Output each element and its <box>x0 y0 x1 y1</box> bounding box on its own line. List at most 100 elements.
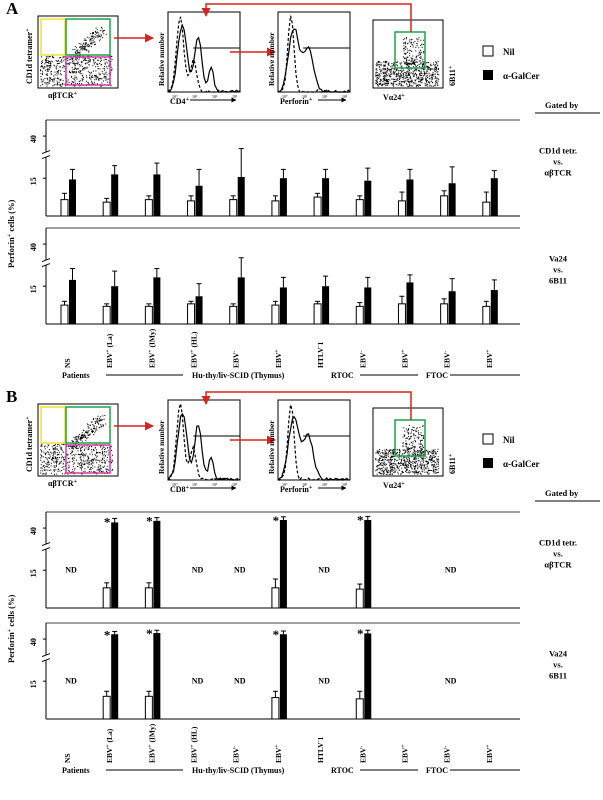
dot-plot-points <box>375 37 440 87</box>
histogram-alpha-galcer-trace <box>167 412 241 481</box>
category-label: EBV+ (IMy) <box>147 723 156 763</box>
bar-galcer <box>490 178 498 216</box>
bar-galcer <box>490 289 498 324</box>
category-label: HTLV-1 <box>316 342 325 368</box>
gated-by-label: Gated by <box>545 100 579 110</box>
nd-label: ND <box>445 677 457 686</box>
bar-nil <box>60 199 69 217</box>
legend-galcer-label: α-GalCer <box>503 459 540 469</box>
bar-galcer <box>322 178 330 216</box>
histogram-alpha-galcer-trace <box>277 415 351 481</box>
gate-pink <box>65 444 111 474</box>
category-label: EBV- <box>443 746 452 763</box>
bar-galcer <box>364 520 372 608</box>
gate-label-1: CD1d tetr. <box>539 146 577 156</box>
gate-green <box>65 18 111 56</box>
significance-star: * <box>104 514 111 529</box>
bar-galcer <box>153 520 161 608</box>
histogram-tick-label: 10² <box>322 94 328 99</box>
y-tick-label: 15 <box>29 680 38 688</box>
bar-nil <box>187 303 196 325</box>
bar-nil <box>102 201 111 217</box>
dot-plot-frame <box>372 407 444 477</box>
gate-label-1: αβTCR <box>544 168 572 178</box>
nd-label: ND <box>234 566 246 575</box>
axis-break-mark <box>41 263 51 268</box>
gate-green-va24 <box>394 31 426 69</box>
category-label: EBV- <box>358 351 367 368</box>
bar-nil <box>397 200 406 217</box>
bar-nil <box>440 303 449 325</box>
relative-number-label-1: Relative number <box>157 420 166 474</box>
category-label: NS <box>63 358 72 368</box>
histogram-alpha-galcer-trace <box>277 28 350 93</box>
group-label-patients: Patients <box>62 371 90 380</box>
bar-galcer <box>111 174 119 216</box>
gate-label-2: 6B11 <box>549 276 567 286</box>
bar-galcer <box>364 633 372 719</box>
dot-plot-frame <box>372 19 444 89</box>
axis-break-mark <box>41 155 51 160</box>
bar-nil <box>102 587 111 609</box>
bar-galcer <box>195 296 203 324</box>
gate-label-1: CD1d tetr. <box>539 538 577 548</box>
y-tick-label: 40 <box>29 243 38 251</box>
histogram-frame <box>167 11 241 93</box>
bar-nil <box>355 199 364 217</box>
histogram-tick-label: 10¹ <box>302 482 308 487</box>
bar-nil <box>144 695 153 720</box>
histogram-tick-label: 10¹ <box>302 94 308 99</box>
bar-nil <box>355 588 364 609</box>
relative-number-label-1: Relative number <box>157 32 166 86</box>
b11-axis-label: 6B11+ <box>448 453 457 474</box>
histogram-tick-label: 10³ <box>232 94 238 99</box>
bar-nil <box>482 201 491 217</box>
gated-by-label: Gated by <box>545 488 579 498</box>
chart-row-1: 15 40 CD1d tetr.vs.αβTCR <box>29 119 577 217</box>
category-label: EBV- <box>232 351 241 368</box>
histogram-tick-label: 10⁰ <box>172 482 178 487</box>
bar-nil <box>102 695 111 720</box>
category-label: EBV+ (HL) <box>190 726 199 763</box>
legend-nil-label: Nil <box>503 435 515 445</box>
gate-label-1: vs. <box>553 549 563 559</box>
nd-label: ND <box>318 566 330 575</box>
legend-galcer-swatch <box>483 458 493 468</box>
bar-galcer <box>364 287 372 324</box>
legend-galcer-swatch <box>483 70 493 80</box>
cd4-axis-label: CD4+ <box>170 97 190 106</box>
y-tick-label: 40 <box>29 135 38 143</box>
bar-nil <box>271 587 280 609</box>
category-label: EBV+ <box>485 744 494 763</box>
category-label: EBV+ (La) <box>105 333 114 368</box>
bar-galcer <box>279 178 287 216</box>
gate-yellow <box>40 18 66 56</box>
dot-plot-frame <box>37 15 119 89</box>
legend-nil-swatch <box>482 45 494 57</box>
histogram-tick-label: 10¹ <box>192 94 198 99</box>
gate-green <box>65 406 111 444</box>
significance-star: * <box>357 626 364 641</box>
legend-nil-swatch <box>482 433 494 445</box>
bar-nil <box>271 697 280 720</box>
perforin-axis-label: Perforin+ <box>280 97 313 106</box>
bar-galcer <box>364 180 372 216</box>
significance-star: * <box>146 626 153 641</box>
bar-galcer <box>237 277 245 324</box>
tcr-axis-label: αβTCR+ <box>48 479 78 488</box>
y-tick-label: 40 <box>29 527 38 535</box>
histogram-nil-trace <box>167 403 241 481</box>
histogram-tick-label: 10¹ <box>192 482 198 487</box>
bar-nil <box>313 303 322 325</box>
y-axis-label: Perforin+ cells (%) <box>6 200 17 268</box>
histogram-tick-label: 10⁰ <box>172 94 178 99</box>
bar-nil <box>313 196 322 217</box>
bar-galcer <box>322 286 330 324</box>
histogram-nil-trace <box>278 404 351 482</box>
dot-plot-frame <box>37 403 119 477</box>
dot-plot-events <box>375 425 440 475</box>
y-tick-label: 15 <box>29 177 38 185</box>
